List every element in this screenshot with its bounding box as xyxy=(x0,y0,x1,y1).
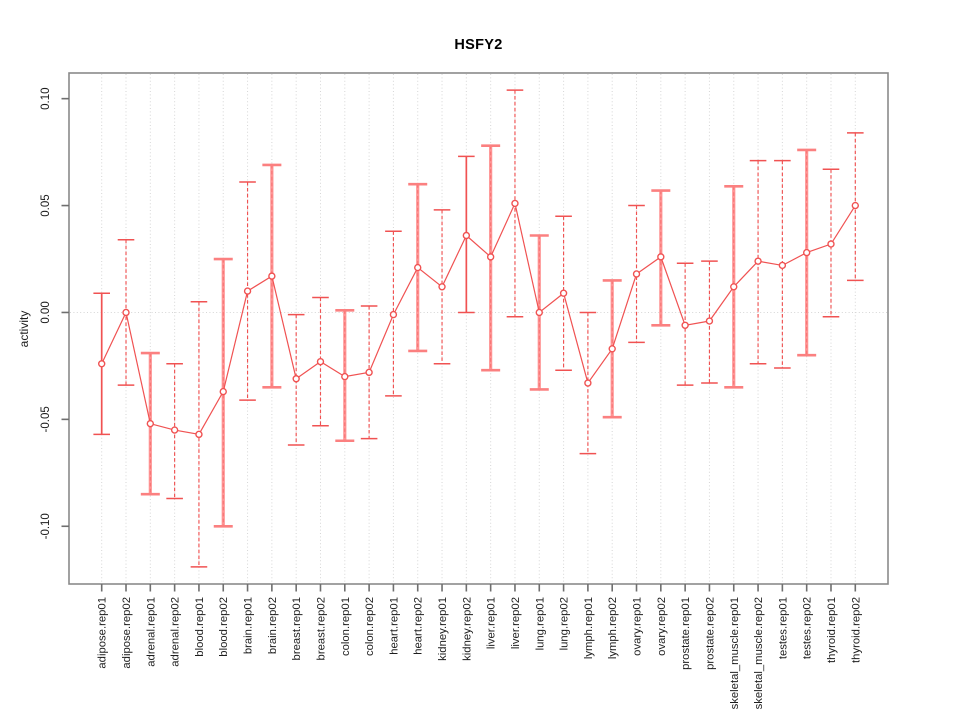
data-point xyxy=(316,357,325,366)
y-axis: -0.10 -0.05 0.00 0.05 0.10 xyxy=(40,87,69,539)
y-tick-label: 0.00 xyxy=(40,301,52,323)
x-tick-label: ovary.rep02 xyxy=(656,597,668,656)
data-point xyxy=(414,263,422,272)
x-tick-label: thyroid.rep02 xyxy=(850,597,862,663)
x-axis: adipose.rep01 adipose.rep02 adrenal.rep01 a… xyxy=(97,584,862,709)
data-point xyxy=(438,283,446,291)
x-tick-label: lymph.rep01 xyxy=(583,597,595,659)
data-point xyxy=(802,248,811,257)
data-point xyxy=(365,368,373,377)
x-tick-label: liver.rep02 xyxy=(510,597,522,649)
data-point xyxy=(730,283,738,291)
data-point xyxy=(778,261,787,270)
x-tick-label: skeletal_muscle.rep01 xyxy=(729,597,741,709)
x-tick-label: adrenal.rep01 xyxy=(145,597,157,667)
x-tick-label: lung.rep01 xyxy=(534,597,546,650)
data-point xyxy=(754,257,762,265)
x-tick-label: testes.rep02 xyxy=(802,597,814,659)
x-tick-label: ovary.rep01 xyxy=(632,597,644,656)
data-point xyxy=(851,201,859,210)
x-tick-label: adrenal.rep02 xyxy=(170,597,182,667)
x-tick-label: skeletal_muscle.rep02 xyxy=(753,597,765,709)
data-point xyxy=(243,287,252,295)
data-point xyxy=(608,345,616,353)
data-point xyxy=(341,372,349,381)
chart-title: HSFY2 xyxy=(454,37,503,53)
data-points xyxy=(97,199,859,439)
x-tick-label: testes.rep01 xyxy=(777,597,789,659)
data-point xyxy=(681,321,689,329)
x-tick-label: kidney.rep02 xyxy=(461,597,473,661)
x-tick-label: colon.rep01 xyxy=(340,597,352,656)
plot-border xyxy=(68,72,889,585)
x-tick-label: heart.rep01 xyxy=(388,597,400,655)
data-point xyxy=(511,199,519,208)
x-tick-label: prostate.rep01 xyxy=(680,597,692,670)
data-point xyxy=(219,387,227,396)
x-tick-label: kidney.rep01 xyxy=(437,597,449,661)
gridlines xyxy=(70,74,887,583)
data-point xyxy=(195,430,203,439)
error-bar xyxy=(385,230,402,397)
x-tick-label: blood.rep02 xyxy=(218,597,230,657)
x-tick-label: breast.rep02 xyxy=(315,597,327,660)
x-tick-label: lymph.rep02 xyxy=(607,597,619,659)
data-point xyxy=(632,270,641,278)
error-bars xyxy=(93,89,864,568)
x-tick-label: adipose.rep01 xyxy=(97,597,109,669)
error-bar xyxy=(312,296,329,427)
x-tick-label: lung.rep02 xyxy=(559,597,571,650)
x-tick-label: blood.rep01 xyxy=(194,597,206,657)
data-point xyxy=(705,317,714,325)
data-point xyxy=(584,379,592,387)
x-tick-label: prostate.rep02 xyxy=(704,597,716,670)
data-point xyxy=(122,308,130,317)
data-point xyxy=(389,310,398,319)
data-point xyxy=(535,308,543,317)
data-point xyxy=(170,426,179,434)
x-tick-label: thyroid.rep01 xyxy=(826,597,838,663)
data-point xyxy=(292,375,300,383)
y-tick-label: 0.10 xyxy=(40,87,52,109)
x-tick-label: breast.rep01 xyxy=(291,597,303,660)
series-line xyxy=(101,201,856,435)
y-tick-label: -0.10 xyxy=(40,513,52,539)
x-tick-label: heart.rep02 xyxy=(413,597,425,655)
data-point xyxy=(486,253,495,261)
x-tick-label: colon.rep02 xyxy=(364,597,376,656)
data-point xyxy=(97,360,106,368)
data-point xyxy=(559,289,568,297)
x-tick-label: liver.rep01 xyxy=(486,597,498,649)
y-tick-label: -0.05 xyxy=(40,406,52,432)
x-tick-label: adipose.rep02 xyxy=(121,597,133,669)
error-bar xyxy=(579,311,597,455)
y-tick-label: 0.05 xyxy=(40,194,52,216)
data-point xyxy=(657,253,665,261)
x-tick-label: brain.rep02 xyxy=(267,597,279,654)
data-point xyxy=(827,240,835,248)
data-point xyxy=(146,419,155,428)
data-point xyxy=(462,231,471,240)
x-tick-label: brain.rep01 xyxy=(243,597,255,654)
data-point xyxy=(268,272,276,280)
